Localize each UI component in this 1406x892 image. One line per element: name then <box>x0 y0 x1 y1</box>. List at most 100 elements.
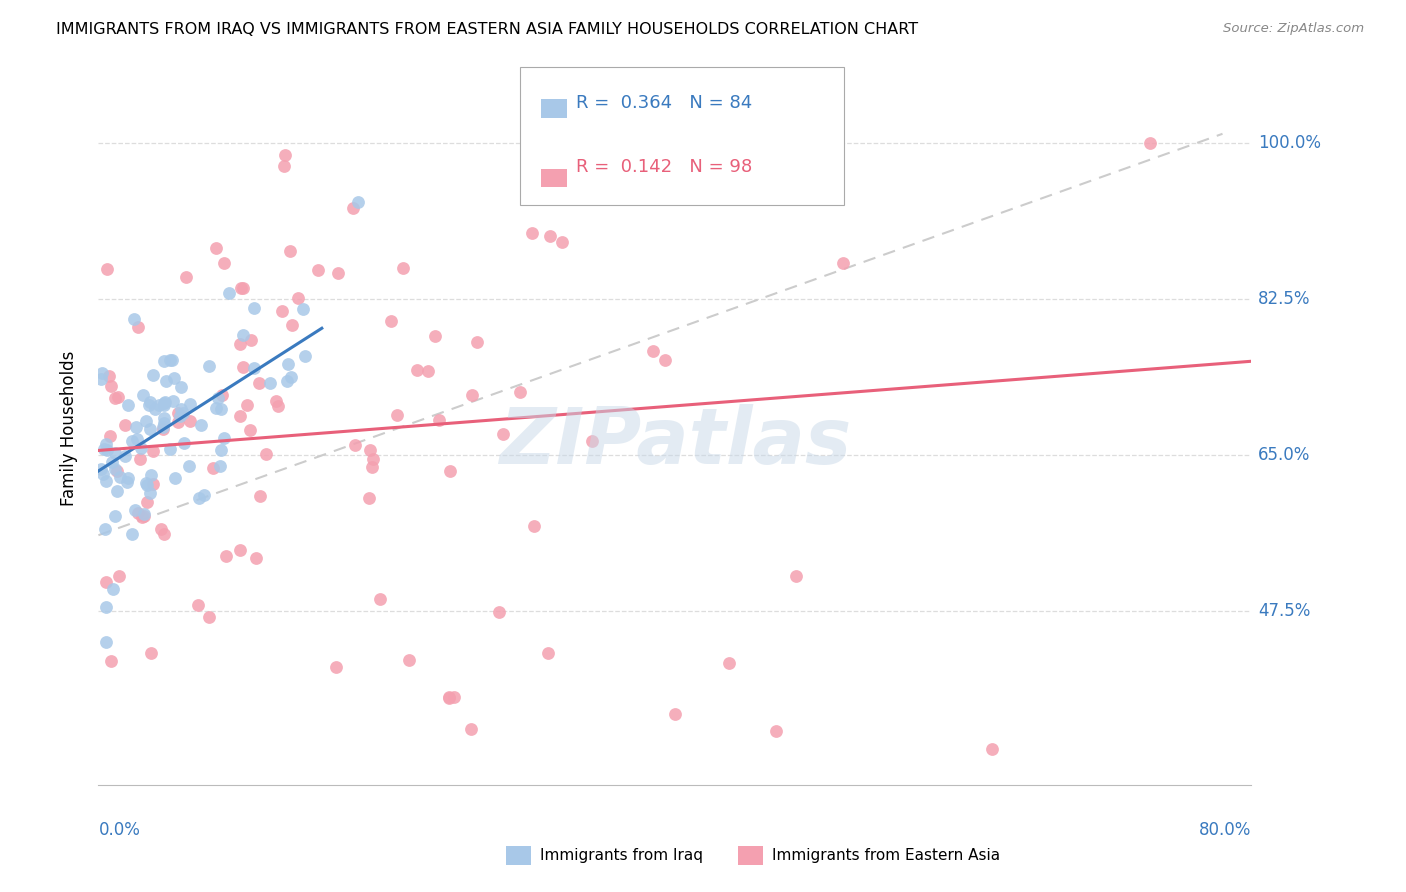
Point <box>276 374 298 388</box>
Point <box>664 706 686 721</box>
Point <box>104 508 127 523</box>
Point <box>132 509 155 524</box>
Point <box>242 360 264 375</box>
Point <box>169 402 191 417</box>
Point <box>152 422 174 436</box>
Point <box>488 605 510 619</box>
Text: 47.5%: 47.5% <box>1258 602 1310 620</box>
Point <box>398 653 420 667</box>
Point <box>121 527 143 541</box>
Point <box>94 599 117 614</box>
Point <box>152 420 174 434</box>
Point <box>232 360 254 375</box>
Point <box>523 519 546 533</box>
Point <box>209 401 232 416</box>
Point <box>125 433 148 447</box>
Point <box>259 376 281 391</box>
Point <box>193 488 215 502</box>
Point <box>205 241 228 255</box>
Point <box>135 476 157 491</box>
Point <box>108 470 131 484</box>
Point <box>264 393 287 408</box>
Point <box>439 464 461 478</box>
Point <box>520 226 543 240</box>
Point <box>114 417 136 432</box>
Point <box>385 408 408 422</box>
Point <box>641 344 664 359</box>
Point <box>96 574 118 589</box>
Point <box>551 235 574 249</box>
Point <box>101 455 124 469</box>
Point <box>142 368 165 383</box>
Point <box>465 334 488 349</box>
Point <box>243 301 266 315</box>
Point <box>188 491 211 506</box>
Point <box>131 388 153 402</box>
Y-axis label: Family Households: Family Households <box>59 351 77 506</box>
Point <box>125 419 148 434</box>
Point <box>212 431 235 445</box>
Point <box>143 401 166 416</box>
Text: Immigrants from Eastern Asia: Immigrants from Eastern Asia <box>772 848 1000 863</box>
Point <box>124 503 146 517</box>
Point <box>461 388 484 402</box>
Point <box>163 370 186 384</box>
Point <box>104 392 127 406</box>
Point <box>169 409 191 424</box>
Point <box>538 229 561 244</box>
Point <box>211 387 233 401</box>
Point <box>159 353 181 368</box>
Text: 80.0%: 80.0% <box>1199 821 1251 838</box>
Point <box>121 434 143 448</box>
Point <box>93 522 115 536</box>
Point <box>190 418 212 433</box>
Point <box>104 446 127 460</box>
Point <box>247 376 270 390</box>
Point <box>94 635 117 649</box>
Point <box>90 461 112 475</box>
Point <box>346 195 368 210</box>
Point <box>105 484 128 499</box>
Point <box>274 147 297 161</box>
Point <box>273 159 295 173</box>
Point <box>100 654 122 668</box>
Point <box>129 441 152 455</box>
Point <box>90 372 112 386</box>
Text: 82.5%: 82.5% <box>1258 290 1310 308</box>
Point <box>204 401 226 415</box>
Point <box>287 291 309 305</box>
Point <box>198 610 221 624</box>
Point <box>765 724 787 739</box>
Point <box>96 262 118 277</box>
Text: R =  0.364   N = 84: R = 0.364 N = 84 <box>576 94 752 112</box>
Point <box>163 471 186 485</box>
Point <box>212 256 235 270</box>
Point <box>167 406 190 420</box>
Text: 100.0%: 100.0% <box>1258 134 1322 152</box>
Point <box>107 390 129 404</box>
Point <box>162 394 184 409</box>
Point <box>239 333 262 347</box>
Point <box>174 270 197 285</box>
Point <box>148 398 170 412</box>
Point <box>361 451 384 466</box>
Point <box>423 328 446 343</box>
Point <box>117 471 139 485</box>
Point <box>291 302 314 317</box>
Point <box>150 522 173 536</box>
Point <box>294 349 316 363</box>
Point <box>198 359 221 374</box>
Point <box>117 398 139 412</box>
Point <box>90 366 112 380</box>
Point <box>179 414 201 428</box>
Point <box>509 385 531 400</box>
Point <box>427 412 450 426</box>
Point <box>114 449 136 463</box>
Point <box>281 318 304 332</box>
Text: 65.0%: 65.0% <box>1258 446 1310 464</box>
Point <box>138 485 160 500</box>
Point <box>101 582 124 596</box>
Point <box>717 657 740 671</box>
Point <box>141 467 163 482</box>
Point <box>254 447 277 461</box>
